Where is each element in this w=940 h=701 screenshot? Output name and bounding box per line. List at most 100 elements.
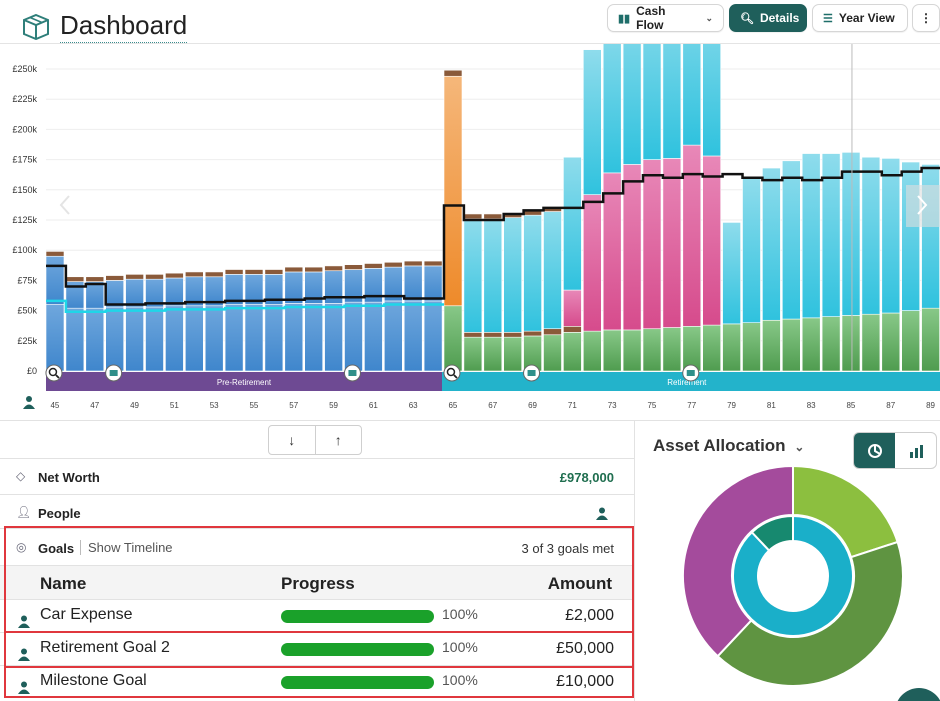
y-tick-label: £200k [12,124,37,134]
goal-progress-percent: 100% [442,606,478,622]
calendar-icon [348,370,357,376]
asset-allocation-title[interactable]: Asset Allocation ⌄ [653,436,804,456]
y-tick-label: £125k [12,215,37,225]
bar-top-cap [324,265,343,272]
bar-middle [781,160,801,320]
goal-name: Retirement Goal 2 [40,639,170,656]
show-timeline-link[interactable]: Show Timeline [80,540,173,555]
y-tick-label: £25k [17,336,37,346]
chart-divider [0,420,940,421]
x-tick-label: 83 [807,401,816,410]
x-tick-label: 69 [528,401,537,410]
bar-base [801,317,821,372]
bar-top-cap [383,261,403,268]
goals-label: Goals [38,541,75,556]
donut-inner-segment[interactable] [750,514,794,552]
bar-base [145,306,164,372]
bar-base [105,306,124,372]
y-tick-label: £225k [12,94,37,104]
bar-top-cap [443,69,463,77]
goal-row[interactable]: Milestone Goal 100% £10,000 [0,665,634,698]
bar-top-cap [423,260,443,267]
bar-middle [543,211,562,330]
bar-chart-icon: ▮▮ [618,12,631,25]
more-options-button[interactable]: ⋮ [912,4,940,32]
bar-middle [165,277,184,307]
y-tick-label: £0 [27,366,37,376]
x-tick-label: 81 [767,401,776,410]
x-tick-label: 63 [409,401,418,410]
goal-amount: £10,000 [556,673,614,690]
bar-base [483,336,503,372]
bar-base [65,307,85,372]
x-tick-label: 65 [448,401,457,410]
bar-base [921,307,940,372]
goal-progress-bar [281,610,434,623]
goal-row[interactable]: Retirement Goal 2 100% £50,000 [0,632,634,665]
x-tick-label: 55 [249,401,258,410]
bar-top-cap [403,260,423,267]
calendar-icon [109,370,118,376]
x-tick-label: 59 [329,401,338,410]
goals-header-row[interactable]: ◎ Goals Show Timeline 3 of 3 goals met [0,528,634,565]
x-tick-label: 49 [130,401,139,410]
bar-middle [563,156,582,291]
year-view-button[interactable]: ☰ Year View [812,4,908,32]
bar-base [682,326,702,372]
bar-top-cap [304,266,324,273]
net-worth-row[interactable]: ◇ Net Worth £978,000 [0,458,634,494]
sort-up-button[interactable]: ↑ [314,426,362,454]
details-button[interactable]: 🔍︎ Details [729,4,807,32]
bar-base [901,310,921,372]
donut-inner-segment[interactable] [732,514,854,637]
cash-flow-dropdown[interactable]: ▮▮ Cash Flow ⌄ [607,4,724,32]
bar-view-button[interactable] [895,433,936,468]
bar-base [423,300,443,372]
amount-column-header[interactable]: Amount [547,574,612,593]
bar-cap [483,332,503,338]
person-icon [596,507,608,520]
goal-row[interactable]: Car Expense 100% £2,000 [0,599,634,632]
y-tick-label: £150k [12,185,37,195]
bar-middle [702,44,722,157]
chevron-down-icon: ⌄ [705,12,713,23]
floating-action-button[interactable] [895,688,940,701]
bar-middle [403,265,423,302]
goal-name: Car Expense [40,606,133,623]
retirement-label: Retirement [667,378,707,387]
magnifier-icon [446,367,456,377]
sort-down-button[interactable]: ↓ [288,432,296,448]
bar-base [861,313,881,372]
bar-top-cap [264,269,284,275]
bar-base [204,305,224,372]
bar-base [443,305,463,372]
zoom-marker-icon [45,364,63,382]
people-row[interactable]: 👤︎ People [0,494,634,528]
bar-pink [582,194,602,332]
year-view-label: Year View [838,11,895,25]
bar-cap [523,330,542,337]
bar-cap [563,326,582,333]
bar-pink [662,158,682,328]
goals-highlight-box [4,526,634,698]
goal-progress-percent: 100% [442,639,478,655]
progress-column-header[interactable]: Progress [281,574,355,593]
next-arrow-button [906,185,940,227]
bar-base [563,332,582,372]
bar-middle [602,44,622,174]
zoom-marker-icon [443,364,461,382]
x-tick-label: 77 [687,401,696,410]
donut-view-button[interactable] [854,433,895,468]
more-dots-icon: ⋮ [920,11,932,25]
bar-middle [523,214,542,332]
people-label: People [38,506,81,521]
bar-base [582,330,602,372]
bar-middle [881,158,901,314]
page-header: Dashboard ▮▮ Cash Flow ⌄ 🔍︎ Details ☰ Ye… [0,0,940,44]
bar-top-cap [125,274,144,280]
goal-name: Milestone Goal [40,672,147,689]
target-icon: ◎ [16,540,27,554]
name-column-header[interactable]: Name [40,574,87,593]
x-tick-label: 71 [568,401,577,410]
bar-middle [443,75,463,307]
